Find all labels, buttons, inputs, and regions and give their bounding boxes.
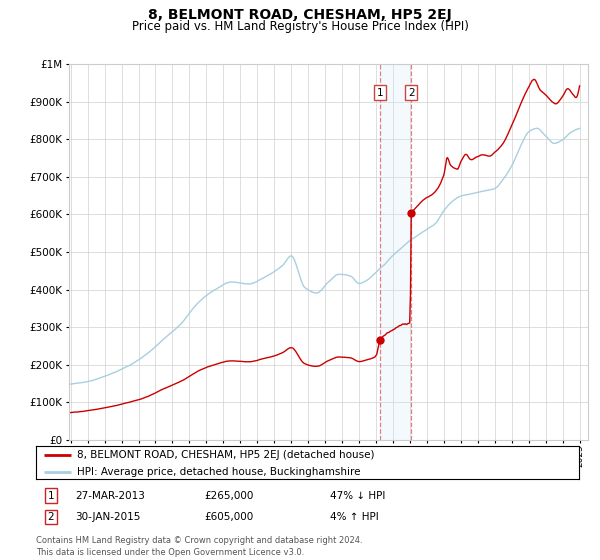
Text: Contains HM Land Registry data © Crown copyright and database right 2024.
This d: Contains HM Land Registry data © Crown c… bbox=[36, 536, 362, 557]
Bar bbox=[380, 64, 411, 440]
Text: 27-MAR-2013: 27-MAR-2013 bbox=[75, 491, 145, 501]
Text: £265,000: £265,000 bbox=[204, 491, 253, 501]
Text: Price paid vs. HM Land Registry's House Price Index (HPI): Price paid vs. HM Land Registry's House … bbox=[131, 20, 469, 33]
Text: 1: 1 bbox=[47, 491, 55, 501]
Text: 4% ↑ HPI: 4% ↑ HPI bbox=[330, 512, 379, 522]
Text: 47% ↓ HPI: 47% ↓ HPI bbox=[330, 491, 385, 501]
Text: 2: 2 bbox=[47, 512, 55, 522]
Text: 2: 2 bbox=[408, 87, 415, 97]
Text: 8, BELMONT ROAD, CHESHAM, HP5 2EJ (detached house): 8, BELMONT ROAD, CHESHAM, HP5 2EJ (detac… bbox=[77, 450, 374, 460]
Text: £605,000: £605,000 bbox=[204, 512, 253, 522]
Text: HPI: Average price, detached house, Buckinghamshire: HPI: Average price, detached house, Buck… bbox=[77, 466, 360, 477]
Text: 30-JAN-2015: 30-JAN-2015 bbox=[75, 512, 140, 522]
Text: 1: 1 bbox=[377, 87, 383, 97]
Text: 8, BELMONT ROAD, CHESHAM, HP5 2EJ: 8, BELMONT ROAD, CHESHAM, HP5 2EJ bbox=[148, 8, 452, 22]
